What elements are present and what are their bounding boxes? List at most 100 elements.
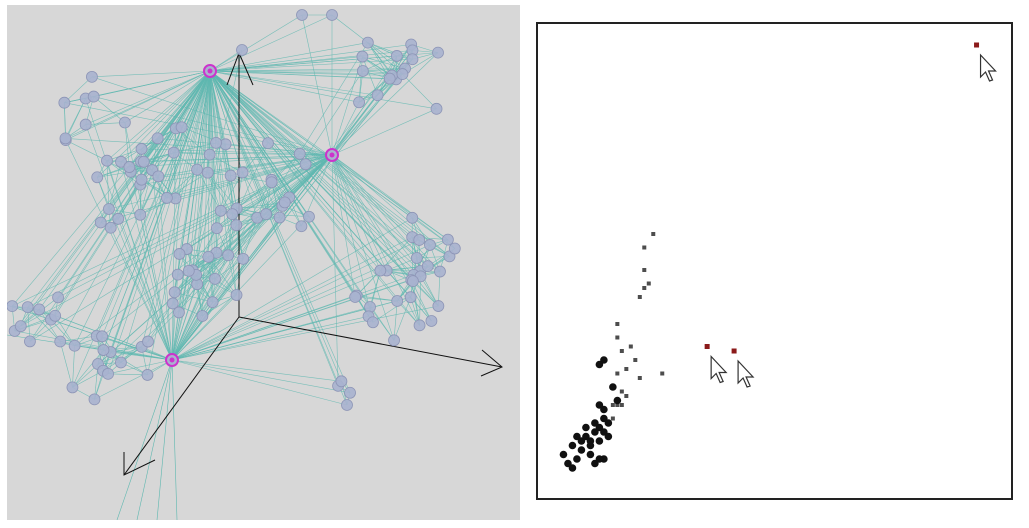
edge-line [151, 170, 173, 361]
edge-line [91, 70, 211, 78]
edge-line [59, 341, 73, 388]
scatter-plot[interactable] [538, 24, 1011, 498]
edge-line [209, 154, 243, 173]
scatter-point [660, 371, 665, 376]
graph-node [134, 208, 147, 221]
edge-line [27, 306, 61, 342]
graph-node [196, 310, 209, 322]
graph-node [101, 154, 113, 167]
axis-line [238, 316, 503, 368]
edge-line [402, 73, 437, 110]
edge-line [85, 124, 173, 361]
graph-node [94, 216, 107, 229]
graph-node [214, 204, 227, 217]
edge-line [331, 154, 449, 240]
graph-node [142, 335, 154, 348]
edge-line [331, 14, 369, 43]
edge-line [209, 42, 368, 72]
edge-line [158, 169, 198, 177]
edge-line [367, 42, 413, 60]
edge-line [331, 102, 360, 156]
network-graph[interactable] [7, 5, 520, 520]
edge-line [175, 169, 198, 199]
edge-line [367, 42, 390, 79]
scatter-point [619, 403, 624, 407]
edge-line [171, 217, 258, 361]
edge-line [331, 154, 381, 271]
edge-line [179, 154, 333, 255]
edge-line [54, 315, 75, 346]
graph-node [123, 161, 136, 173]
edge-line [196, 254, 229, 285]
edge-line [369, 306, 395, 341]
scatter-point [595, 455, 604, 463]
scatter-point [624, 367, 629, 371]
edge-line [120, 161, 173, 361]
edge-line [171, 42, 369, 361]
edge-line [173, 142, 217, 153]
graph-node [353, 96, 365, 109]
edge-line [157, 138, 159, 177]
scatter-point [628, 344, 633, 349]
edge-line [124, 122, 173, 361]
graph-node [201, 166, 214, 179]
edge-line [38, 70, 211, 310]
graph-node [236, 44, 248, 56]
edge-line [242, 154, 333, 173]
graph-node [58, 96, 71, 109]
edge-line [171, 278, 216, 361]
graph-node [299, 158, 312, 171]
edge-line [208, 70, 211, 257]
graph-node [166, 297, 179, 310]
graph-node [383, 72, 396, 85]
scatter-point [615, 322, 620, 326]
graph-node [224, 169, 237, 182]
graph-node [119, 116, 131, 129]
graph-node [371, 89, 384, 102]
edge-line [141, 70, 211, 347]
scatter-point [595, 437, 604, 445]
edge-line [93, 96, 126, 123]
edge-line [227, 217, 258, 256]
edge-line [367, 42, 393, 76]
scatter-point [586, 441, 595, 450]
scatter-point [604, 419, 613, 427]
edge-line [419, 276, 421, 326]
edge-line [64, 102, 333, 156]
graph-node [79, 118, 92, 131]
edge-line [331, 154, 339, 386]
graph-node [237, 252, 250, 265]
edge-line [171, 217, 280, 361]
edge-line [72, 349, 104, 388]
graph-3d-view[interactable] [7, 5, 520, 520]
edge-line [331, 154, 421, 272]
edge-line [236, 258, 244, 296]
edge-line [110, 227, 173, 361]
graph-node [203, 148, 216, 161]
graph-node [236, 166, 249, 179]
edge-line [171, 312, 180, 361]
graph-node [293, 147, 306, 160]
edge-line [209, 70, 439, 307]
edge-line [209, 44, 412, 72]
edge-line [107, 70, 211, 374]
scatter-plot-view[interactable] [536, 22, 1013, 500]
graph-node [425, 315, 438, 327]
selected-point [974, 42, 980, 48]
edge-line [171, 217, 413, 361]
edge-line [209, 70, 390, 79]
edge-line [59, 70, 211, 342]
graph-node [335, 375, 348, 388]
edge-line [94, 359, 173, 400]
edge-line [173, 152, 176, 199]
graph-node [406, 211, 419, 224]
edge-line [106, 160, 142, 180]
edge-line [209, 70, 351, 393]
graph-node [102, 203, 115, 215]
graph-node [273, 211, 286, 224]
edge-line [175, 70, 211, 199]
graph-node [430, 102, 443, 115]
graph-node [226, 208, 239, 220]
graph-node [432, 46, 444, 59]
edge-line [209, 14, 333, 72]
